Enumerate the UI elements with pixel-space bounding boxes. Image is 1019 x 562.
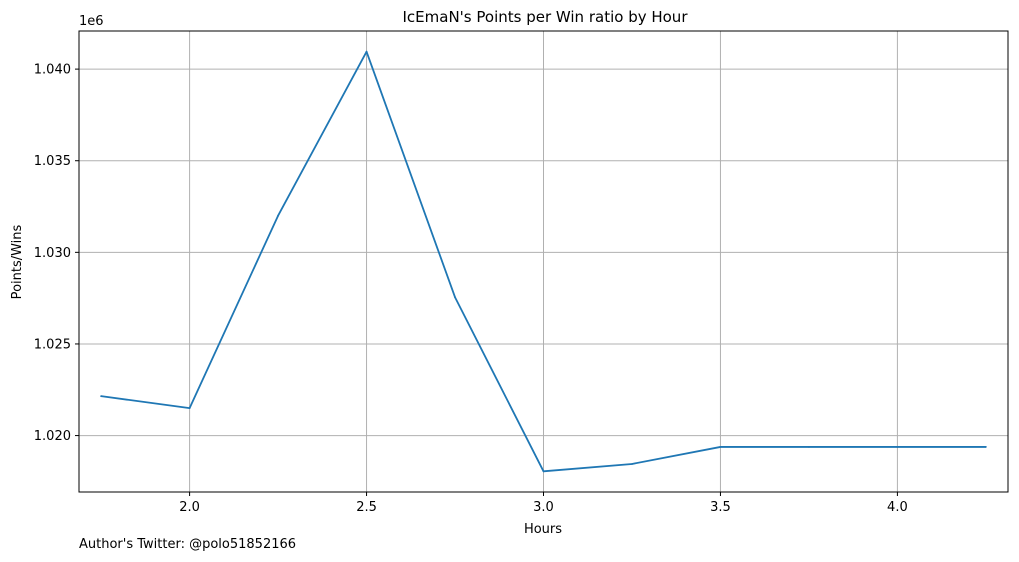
- y-axis-ticks: 1.020 1.025 1.030 1.035 1.040: [34, 63, 79, 444]
- x-tick-label: 3.0: [533, 500, 554, 515]
- data-point: [188, 407, 191, 409]
- data-point: [808, 446, 810, 448]
- data-point: [277, 214, 279, 217]
- data-point: [365, 50, 368, 53]
- chart-title: IcEmaN's Points per Win ratio by Hour: [403, 8, 689, 26]
- y-tick-label: 1.025: [34, 337, 71, 352]
- data-point: [631, 463, 633, 465]
- x-tick-label: 3.5: [710, 500, 731, 515]
- y-tick-label: 1.040: [34, 63, 71, 78]
- author-twitter-note: Author's Twitter: @polo51852166: [79, 537, 297, 552]
- x-axis-ticks: 2.0 2.5 3.0 3.5 4.0: [179, 492, 908, 515]
- y-tick-label: 1.020: [34, 429, 71, 444]
- y-tick-label: 1.030: [34, 246, 71, 261]
- data-point: [454, 296, 456, 299]
- x-tick-label: 2.5: [356, 500, 377, 515]
- data-point: [896, 446, 899, 448]
- data-point: [719, 446, 722, 448]
- grid-lines: [79, 31, 1008, 492]
- x-axis-label: Hours: [524, 522, 562, 537]
- series-layer: [100, 50, 987, 473]
- x-tick-label: 2.0: [179, 500, 200, 515]
- data-point: [984, 446, 987, 448]
- data-point: [100, 395, 103, 398]
- y-offset-label: 1e6: [79, 14, 104, 29]
- y-axis-label: Points/Wins: [10, 224, 25, 299]
- data-point: [542, 470, 545, 473]
- x-tick-label: 4.0: [887, 500, 908, 515]
- y-tick-label: 1.035: [34, 154, 71, 169]
